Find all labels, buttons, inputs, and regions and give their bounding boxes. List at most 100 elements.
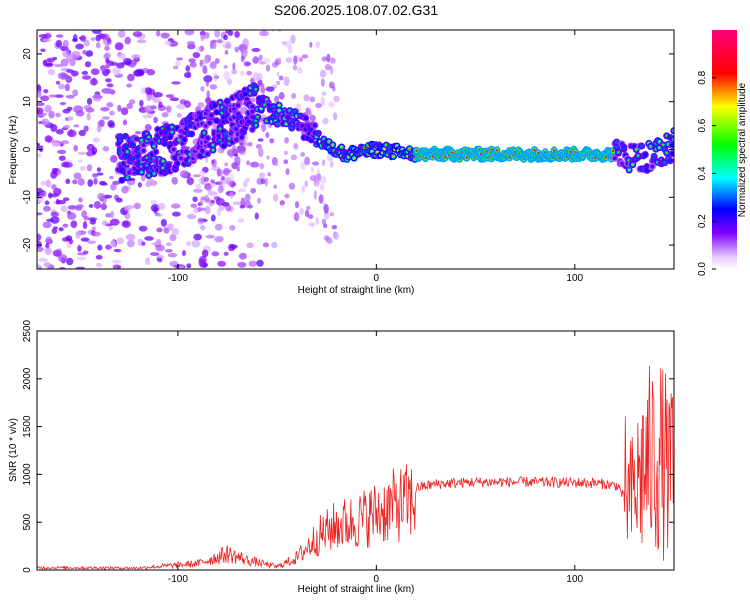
heatmap-cell bbox=[141, 148, 146, 153]
heatmap-cell bbox=[72, 179, 78, 185]
heatmap-cell bbox=[232, 62, 236, 70]
heatmap-cell bbox=[71, 50, 81, 59]
heatmap-cell bbox=[223, 34, 228, 41]
heatmap-cell bbox=[68, 129, 74, 137]
heatmap-cell bbox=[145, 156, 149, 159]
heatmap-cell bbox=[135, 131, 142, 135]
heatmap-cell bbox=[267, 172, 271, 177]
heatmap-cell bbox=[321, 56, 328, 62]
heatmap-cell bbox=[291, 92, 297, 99]
heatmap-cell bbox=[91, 231, 101, 237]
heatmap-cell bbox=[109, 110, 115, 116]
heatmap-cell bbox=[165, 249, 173, 253]
heatmap-cell bbox=[150, 105, 157, 110]
heatmap-cell bbox=[92, 94, 102, 102]
heatmap-cell bbox=[264, 177, 269, 187]
heatmap-cell bbox=[370, 150, 374, 153]
heatmap-cell bbox=[303, 116, 308, 121]
heatmap-cell bbox=[165, 94, 175, 98]
heatmap-cell bbox=[88, 204, 94, 208]
heatmap-cell bbox=[146, 94, 152, 102]
heatmap-cell bbox=[214, 30, 221, 38]
heatmap-cell bbox=[250, 11, 255, 16]
snr-xtick-label: -100 bbox=[168, 574, 188, 585]
heatmap-cell bbox=[109, 239, 116, 248]
heatmap-cell bbox=[192, 188, 203, 193]
heatmap-cell bbox=[77, 244, 82, 253]
heatmap-cell bbox=[230, 244, 238, 249]
heatmap-cell bbox=[187, 43, 196, 50]
heatmap-cell bbox=[205, 80, 210, 87]
heatmap-cell bbox=[73, 144, 78, 152]
heatmap-cell bbox=[144, 123, 152, 132]
snr-xtick-label: 0 bbox=[374, 574, 380, 585]
heatmap-cell bbox=[190, 203, 198, 208]
heatmap-cell bbox=[108, 226, 114, 231]
heatmap-cell bbox=[107, 120, 115, 127]
heatmap-cell bbox=[160, 218, 167, 227]
heatmap-cell bbox=[80, 237, 90, 242]
heatmap-cell bbox=[79, 35, 87, 42]
heatmap-cell bbox=[92, 137, 100, 143]
heatmap-cell bbox=[234, 30, 240, 38]
heatmap-cell bbox=[155, 30, 161, 37]
heatmap-cell bbox=[37, 84, 41, 91]
heatmap-cell bbox=[265, 132, 270, 138]
heatmap-cell bbox=[192, 196, 198, 203]
heatmap-cell bbox=[189, 131, 194, 136]
heatmap-cell bbox=[141, 143, 146, 148]
heatmap-cell bbox=[140, 138, 143, 142]
heatmap-cell bbox=[44, 200, 50, 206]
heatmap-cell bbox=[134, 136, 139, 141]
heatmap-cell bbox=[120, 54, 126, 59]
heatmap-cell bbox=[232, 145, 236, 152]
heatmap-cell bbox=[51, 142, 61, 147]
heatmap-cell bbox=[223, 131, 228, 136]
heatmap-cell bbox=[649, 145, 652, 148]
heatmap-cell bbox=[243, 91, 248, 96]
heatmap-cell bbox=[169, 260, 179, 267]
heatmap-cell bbox=[670, 151, 674, 156]
heatmap-cell bbox=[236, 103, 241, 108]
heatmap-cell bbox=[203, 194, 210, 204]
heatmap-cell bbox=[48, 110, 55, 119]
heatmap-cell bbox=[53, 226, 58, 230]
heatmap-cell bbox=[265, 86, 275, 92]
heatmap-cell bbox=[96, 167, 102, 172]
heatmap-cell bbox=[122, 119, 127, 126]
heatmap-cell bbox=[249, 161, 260, 168]
heatmap-cell bbox=[239, 150, 246, 156]
heatmap-cell bbox=[40, 95, 50, 102]
colorbar-label: Normalized spectral amplitude bbox=[737, 82, 748, 217]
heatmap-cell bbox=[75, 266, 86, 269]
spectrogram-xlabel: Height of straight line (km) bbox=[298, 285, 415, 296]
heatmap-cell bbox=[250, 187, 256, 194]
heatmap-cell bbox=[172, 65, 179, 70]
heatmap-cell bbox=[283, 159, 289, 165]
heatmap-cell bbox=[169, 97, 179, 102]
heatmap-cell bbox=[284, 193, 290, 199]
heatmap-cell bbox=[55, 112, 61, 118]
heatmap-cell bbox=[126, 83, 132, 88]
heatmap-cell bbox=[249, 97, 257, 103]
heatmap-cell bbox=[96, 172, 104, 176]
heatmap-cell bbox=[668, 158, 673, 163]
heatmap-cell bbox=[309, 41, 313, 48]
heatmap-cell bbox=[202, 131, 206, 134]
heatmap-cell bbox=[109, 175, 114, 180]
heatmap-cell bbox=[333, 231, 339, 240]
heatmap-cell bbox=[292, 64, 298, 71]
heatmap-cell bbox=[130, 155, 135, 160]
heatmap-cell bbox=[117, 30, 126, 38]
heatmap-cell bbox=[89, 219, 97, 225]
heatmap-cell bbox=[138, 69, 145, 76]
heatmap-cell bbox=[465, 156, 468, 159]
heatmap-cell bbox=[275, 122, 280, 127]
heatmap-cell bbox=[156, 227, 163, 233]
heatmap-cell bbox=[78, 159, 83, 163]
heatmap-cell bbox=[227, 180, 233, 187]
heatmap-cell bbox=[234, 137, 239, 142]
heatmap-cell bbox=[104, 88, 114, 95]
spectrogram-ytick-label: 20 bbox=[22, 48, 33, 60]
heatmap-cell bbox=[319, 183, 325, 191]
